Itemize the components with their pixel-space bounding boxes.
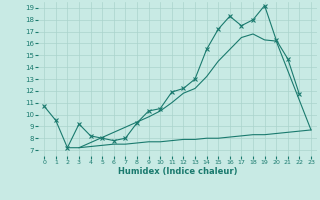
X-axis label: Humidex (Indice chaleur): Humidex (Indice chaleur): [118, 167, 237, 176]
